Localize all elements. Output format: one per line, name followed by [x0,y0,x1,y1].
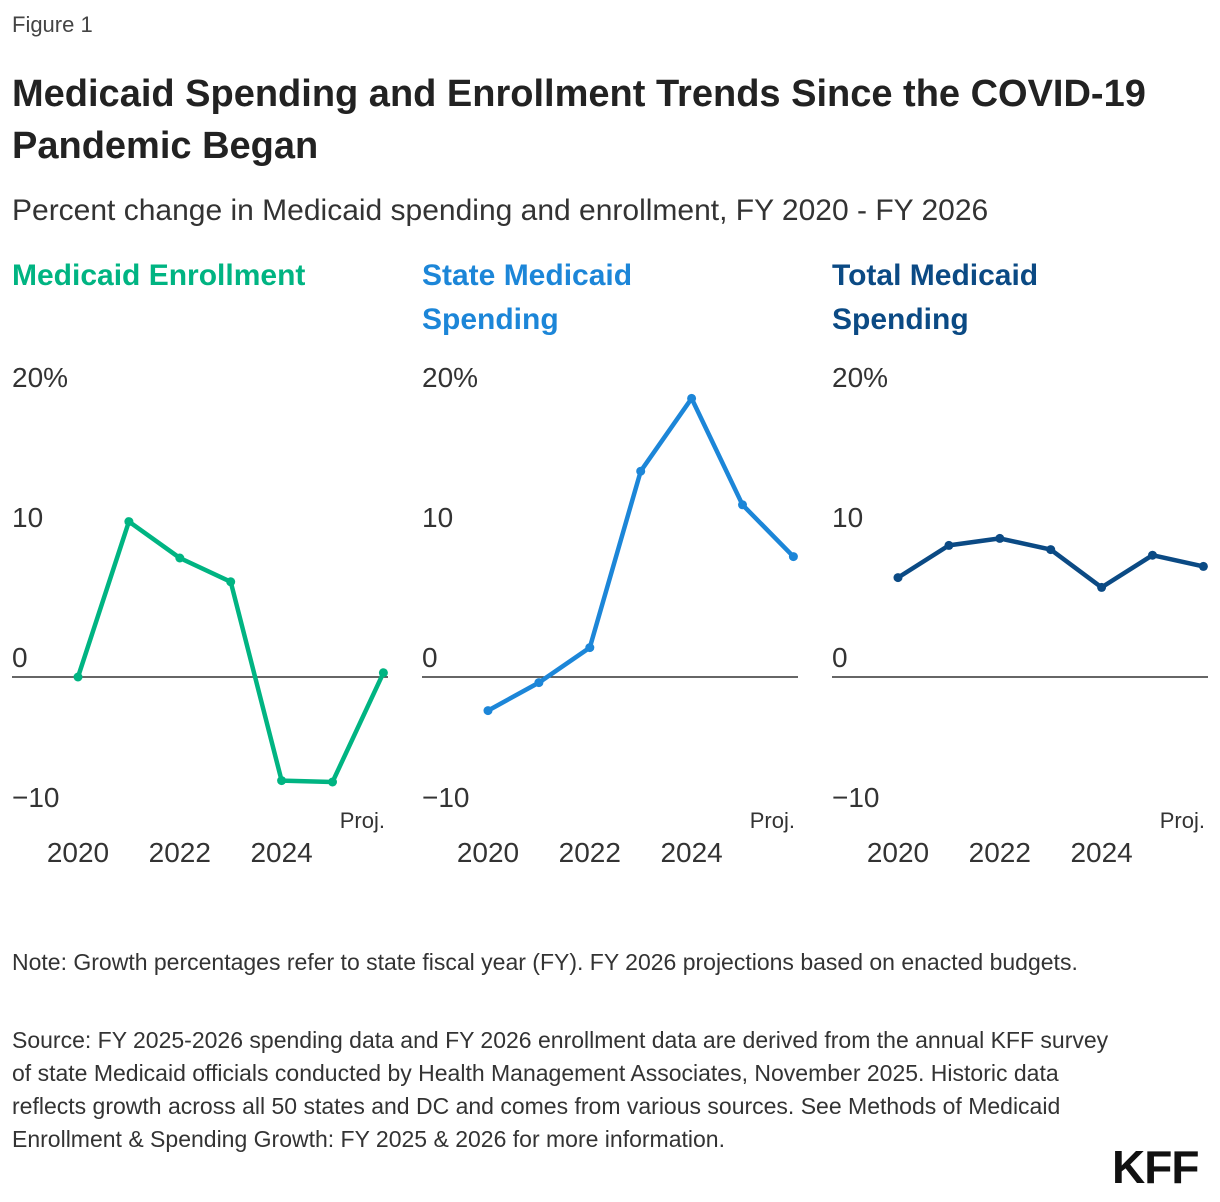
x-tick-label: 2020 [867,837,929,868]
x-tick-label: 2024 [1070,837,1132,868]
data-point-2022 [585,643,595,653]
panel-title-enrollment: Medicaid Enrollment [12,259,306,292]
data-point-2020 [483,706,493,716]
x-tick-label: 2020 [47,837,109,868]
data-point-2025 [738,500,747,510]
data-point-2023 [636,466,646,476]
data-point-2021 [944,540,954,550]
x-tick-label: 2024 [250,837,312,868]
data-point-2026 [378,668,388,678]
data-point-2024 [1097,582,1107,592]
y-tick-label: 10 [832,502,863,533]
data-point-2022 [995,533,1005,543]
data-point-2023 [226,577,236,587]
source: Source: FY 2025-2026 spending data and F… [12,1027,1109,1152]
y-tick-label: 10 [422,502,453,533]
y-tick-label: 10 [12,502,43,533]
kff-logo: KFF [1112,1141,1199,1193]
charts-svg: 20% 10 0 −10 2020 2022 2024 Proj. 20% 10 0 −10 2020 2… [12,362,1208,868]
data-point-2021 [534,678,544,688]
figure-label: Figure 1 [12,12,93,37]
series-line [486,396,796,713]
data-point-2026 [1198,561,1208,571]
projection-label: Proj. [750,808,795,833]
data-point-2021 [124,517,134,527]
y-tick-label: −10 [12,782,60,813]
series-line [75,519,386,785]
data-point-2025 [328,777,337,787]
x-tick-label: 2022 [149,837,211,868]
y-tick-label: 0 [832,642,848,673]
data-point-2020 [73,672,83,682]
chart-title: Medicaid Spending and Enrollment Trends … [12,73,1146,167]
x-tick-label: 2024 [660,837,722,868]
x-tick-label: 2020 [457,837,519,868]
y-tick-label: −10 [422,782,470,813]
data-point-2020 [893,573,903,583]
y-tick-label: 20% [12,362,68,393]
projection-label: Proj. [1160,808,1205,833]
data-point-2023 [1046,545,1056,555]
x-tick-label: 2022 [559,837,621,868]
y-tick-label: 20% [832,362,888,393]
y-tick-label: 20% [422,362,478,393]
y-tick-label: 0 [12,642,28,673]
data-point-2025 [1148,550,1157,560]
y-tick-label: −10 [832,782,880,813]
data-point-2022 [175,553,185,563]
projection-label: Proj. [340,808,385,833]
x-tick-label: 2022 [969,837,1031,868]
data-point-2024 [687,393,697,403]
data-point-2026 [788,552,798,562]
panel-title-state-spending: State Medicaid Spending [422,259,633,336]
note: Note: Growth percentages refer to state … [12,949,1078,975]
chart-subtitle: Percent change in Medicaid spending and … [12,194,989,227]
y-tick-label: 0 [422,642,438,673]
data-point-2024 [277,776,287,786]
panel-title-total-spending: Total Medicaid Spending [832,259,1039,336]
